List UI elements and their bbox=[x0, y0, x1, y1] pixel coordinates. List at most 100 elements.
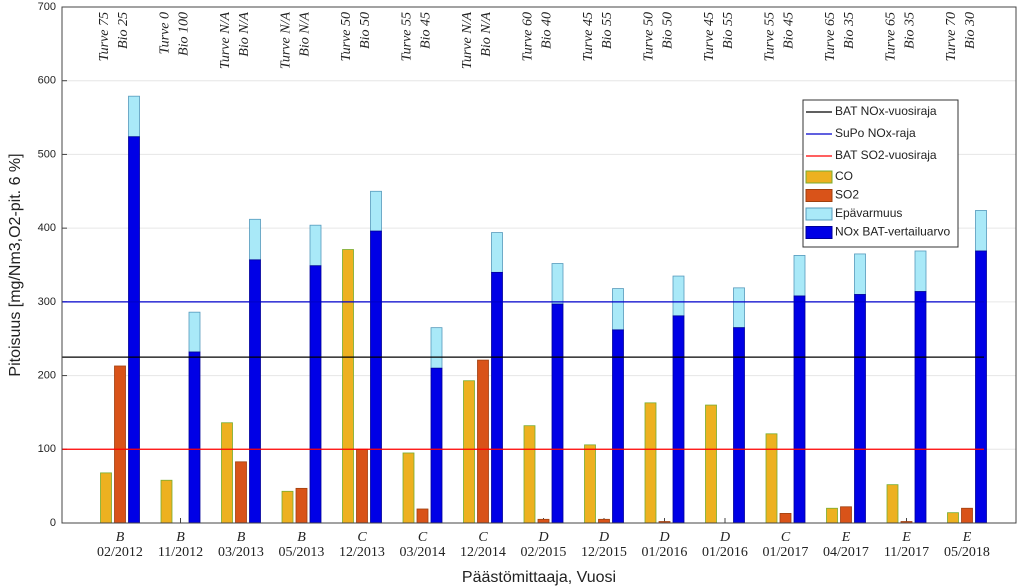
bar bbox=[947, 512, 959, 524]
fuel-annotation: Turve 0 bbox=[158, 12, 173, 54]
bar bbox=[705, 404, 717, 524]
x-axis-label: Päästömittaaja, Vuosi bbox=[462, 569, 616, 586]
x-tick-label: 12/2014 bbox=[460, 545, 506, 560]
legend-swatch bbox=[805, 207, 833, 221]
y-tick-label: 300 bbox=[38, 296, 56, 308]
x-operator-label: C bbox=[357, 530, 367, 545]
plot-border bbox=[61, 6, 1017, 524]
bar bbox=[309, 265, 322, 524]
x-tick-label: 11/2017 bbox=[884, 545, 929, 560]
fuel-annotation: Turve N/A bbox=[460, 12, 475, 70]
x-operator-label: D bbox=[537, 530, 548, 545]
fuel-annotation: Bio 45 bbox=[419, 12, 434, 49]
bar bbox=[854, 294, 866, 524]
fuel-annotation: Turve 65 bbox=[884, 12, 899, 61]
bar bbox=[537, 518, 550, 524]
bar bbox=[765, 433, 778, 524]
fuel-annotation: Bio 55 bbox=[600, 12, 615, 49]
x-operator-label: B bbox=[176, 530, 185, 545]
x-tick-label: 05/2018 bbox=[944, 545, 990, 560]
bar bbox=[463, 380, 475, 524]
x-tick-label: 11/2012 bbox=[158, 545, 203, 560]
bar bbox=[886, 484, 899, 524]
bar bbox=[160, 479, 173, 524]
bar bbox=[249, 259, 261, 524]
bar bbox=[430, 367, 443, 524]
bar bbox=[188, 311, 201, 353]
x-tick-label: 12/2015 bbox=[581, 545, 627, 560]
x-tick-label: 01/2016 bbox=[702, 545, 748, 560]
y-tick-label: 200 bbox=[38, 369, 56, 381]
fuel-annotation: Turve 55 bbox=[400, 12, 415, 61]
legend-label: Epävarmuus bbox=[835, 206, 902, 220]
bar bbox=[644, 402, 657, 524]
x-tick-label: 03/2014 bbox=[400, 545, 446, 560]
bar bbox=[598, 518, 610, 524]
fuel-annotation: Bio 25 bbox=[116, 12, 131, 49]
bar bbox=[100, 472, 112, 524]
fuel-annotation: Bio 50 bbox=[358, 12, 373, 49]
bar bbox=[114, 365, 126, 524]
bar bbox=[128, 136, 140, 524]
bar bbox=[914, 250, 927, 292]
x-operator-label: E bbox=[962, 530, 972, 545]
bar bbox=[793, 295, 806, 524]
x-operator-label: D bbox=[658, 530, 669, 545]
bar bbox=[793, 255, 806, 297]
bar bbox=[356, 448, 368, 524]
fuel-annotation: Bio 30 bbox=[963, 12, 978, 49]
fuel-annotation: Turve N/A bbox=[218, 12, 233, 70]
bar bbox=[416, 508, 429, 524]
bar bbox=[523, 425, 536, 524]
x-tick-label: 02/2012 bbox=[97, 545, 143, 560]
bar bbox=[309, 224, 322, 267]
legend: BAT NOx-vuosiraja SuPo NOx-raja BAT SO2-vu… bbox=[802, 99, 959, 248]
fuel-annotation: Bio 40 bbox=[540, 12, 555, 49]
bar bbox=[221, 422, 233, 524]
fuel-annotation: Turve 70 bbox=[944, 12, 959, 61]
x-tick-label: 04/2017 bbox=[823, 545, 869, 560]
x-tick-label: 12/2013 bbox=[339, 545, 385, 560]
bar bbox=[840, 506, 852, 524]
bar bbox=[672, 275, 685, 317]
x-operator-label: E bbox=[841, 530, 851, 545]
fuel-annotation: Bio N/A bbox=[237, 12, 252, 57]
bar bbox=[672, 315, 685, 524]
bar bbox=[975, 250, 987, 524]
legend-label: BAT NOx-vuosiraja bbox=[835, 104, 937, 118]
fuel-annotation: Turve N/A bbox=[279, 12, 294, 70]
bar bbox=[779, 513, 792, 524]
fuel-annotation: Bio 55 bbox=[721, 12, 736, 49]
bar bbox=[477, 359, 489, 524]
bar bbox=[295, 487, 308, 524]
bar bbox=[281, 490, 294, 524]
bar bbox=[551, 303, 564, 524]
x-operator-label: B bbox=[116, 530, 125, 545]
bar bbox=[733, 287, 745, 329]
legend-swatch bbox=[805, 189, 833, 202]
fuel-annotation: Turve 65 bbox=[823, 12, 838, 61]
bar bbox=[249, 218, 261, 261]
bar bbox=[402, 452, 415, 524]
fuel-annotation: Turve 55 bbox=[763, 12, 778, 61]
fuel-annotation: Turve 45 bbox=[702, 12, 717, 61]
x-tick-label: 05/2013 bbox=[279, 545, 325, 560]
bar bbox=[188, 351, 201, 524]
x-operator-label: B bbox=[237, 530, 246, 545]
fuel-annotation: Bio 35 bbox=[903, 12, 918, 49]
bar bbox=[430, 327, 443, 369]
bar bbox=[854, 253, 866, 295]
bar bbox=[491, 232, 503, 273]
bar bbox=[370, 190, 382, 232]
legend-label: CO bbox=[835, 169, 853, 183]
y-tick-label: 400 bbox=[38, 222, 56, 234]
bar bbox=[826, 507, 838, 524]
x-operator-label: D bbox=[719, 530, 730, 545]
fuel-annotation: Bio N/A bbox=[479, 12, 494, 57]
fuel-annotation: Turve 45 bbox=[581, 12, 596, 61]
fuel-annotation: Bio 100 bbox=[177, 12, 192, 56]
bar bbox=[491, 271, 503, 524]
legend-label: BAT SO2-vuosiraja bbox=[835, 148, 937, 162]
y-tick-label: 600 bbox=[38, 75, 56, 87]
